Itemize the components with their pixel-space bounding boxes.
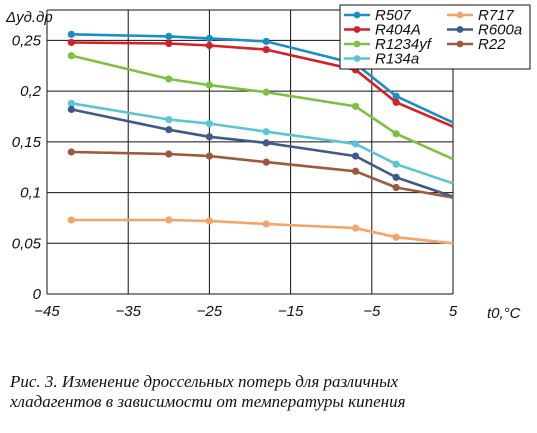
data-point-r507 bbox=[392, 92, 400, 100]
x-axis-label: t0,°C bbox=[487, 305, 521, 322]
legend-label-r404a: R404A bbox=[375, 22, 421, 39]
data-point-r134a bbox=[392, 160, 400, 168]
x-tick-label: 5 bbox=[449, 303, 458, 320]
data-point-r600a bbox=[351, 152, 360, 160]
data-point-r1234yf bbox=[165, 75, 173, 83]
data-point-r507 bbox=[262, 37, 270, 46]
legend-label-r507: R507 bbox=[375, 7, 412, 24]
data-point-r1234yf bbox=[392, 130, 400, 138]
data-point-r22 bbox=[262, 158, 270, 166]
y-tick-label: 0,25 bbox=[12, 32, 42, 49]
y-tick-label: 0,05 bbox=[12, 235, 42, 252]
legend-label-r717: R717 bbox=[478, 7, 515, 24]
data-point-r1234yf bbox=[205, 81, 213, 89]
data-point-r22 bbox=[205, 152, 213, 160]
data-point-r717 bbox=[392, 233, 400, 241]
caption-line-2: хладагентов в зависимости от температуры… bbox=[10, 392, 406, 411]
legend-label-r134a: R134a bbox=[375, 51, 419, 68]
data-point-r134a bbox=[262, 128, 270, 136]
chart: 00,050,10,150,20,25−45 −35 −25 −15 −5 5 R507 R… bbox=[5, 4, 531, 322]
data-point-r1234yf bbox=[351, 102, 360, 110]
caption-line-1: Рис. 3. Изменение дроссельных потерь для… bbox=[10, 372, 399, 391]
data-point-r404a bbox=[262, 45, 270, 54]
x-tick-label: −35 bbox=[115, 303, 141, 320]
data-point-r507 bbox=[67, 30, 75, 38]
data-point-r404a bbox=[205, 41, 213, 50]
data-point-r22 bbox=[351, 167, 360, 175]
y-tick-label: 0,15 bbox=[12, 134, 42, 151]
y-axis-label: Δуд.др bbox=[5, 9, 53, 26]
data-point-r404a bbox=[165, 39, 173, 48]
legend-marker-r134a bbox=[353, 55, 361, 62]
legend-marker-r404a bbox=[353, 26, 361, 33]
legend-label-r1234yf: R1234yf bbox=[375, 36, 433, 53]
data-point-r134a bbox=[165, 115, 173, 124]
data-point-r507 bbox=[165, 32, 173, 40]
data-point-r134a bbox=[351, 140, 360, 148]
data-point-r717 bbox=[165, 216, 173, 224]
legend-marker-r717 bbox=[456, 11, 464, 19]
data-point-r22 bbox=[392, 183, 400, 192]
data-point-r507 bbox=[205, 34, 213, 43]
data-point-r600a bbox=[262, 139, 270, 147]
data-point-r22 bbox=[67, 148, 75, 156]
y-tick-label: 0,1 bbox=[20, 185, 41, 202]
data-point-r134a bbox=[205, 120, 213, 128]
legend-label-r22: R22 bbox=[478, 36, 506, 53]
data-point-r600a bbox=[165, 126, 173, 134]
legend: R507 R717 R404A R600a R1234yf R22 R134a bbox=[339, 4, 531, 70]
legend-marker-r1234yf bbox=[353, 40, 361, 48]
data-point-r600a bbox=[67, 105, 75, 113]
x-tick-label: −5 bbox=[363, 303, 381, 320]
x-tick-label: −25 bbox=[197, 303, 223, 320]
figure-caption: Рис. 3. Изменение дроссельных потерь для… bbox=[10, 372, 530, 412]
data-point-r134a bbox=[67, 99, 75, 107]
data-point-r404a bbox=[392, 98, 400, 106]
legend-marker-r600a bbox=[456, 26, 464, 33]
data-point-r1234yf bbox=[262, 88, 270, 96]
data-point-r1234yf bbox=[67, 52, 75, 60]
legend-label-r600a: R600a bbox=[478, 22, 522, 39]
legend-box bbox=[339, 4, 531, 70]
legend-marker-r22 bbox=[456, 40, 464, 48]
series-points bbox=[67, 30, 400, 241]
data-point-r22 bbox=[165, 150, 173, 158]
x-tick-label: −45 bbox=[34, 303, 60, 320]
x-tick-label: −15 bbox=[278, 303, 304, 320]
data-point-r600a bbox=[205, 133, 213, 141]
data-point-r717 bbox=[262, 220, 270, 228]
data-point-r404a bbox=[67, 38, 75, 47]
data-point-r717 bbox=[351, 224, 360, 232]
data-point-r717 bbox=[67, 216, 75, 224]
data-point-r717 bbox=[205, 217, 213, 225]
y-tick-label: 0 bbox=[33, 286, 42, 303]
tick-labels: 0 0,05 0,1 0,15 0,2 0,25 −45 −35 −25 −15 −5 5 bbox=[12, 32, 458, 320]
legend-marker-r507 bbox=[353, 11, 361, 19]
y-tick-label: 0,2 bbox=[20, 83, 42, 100]
data-point-r600a bbox=[392, 173, 400, 181]
